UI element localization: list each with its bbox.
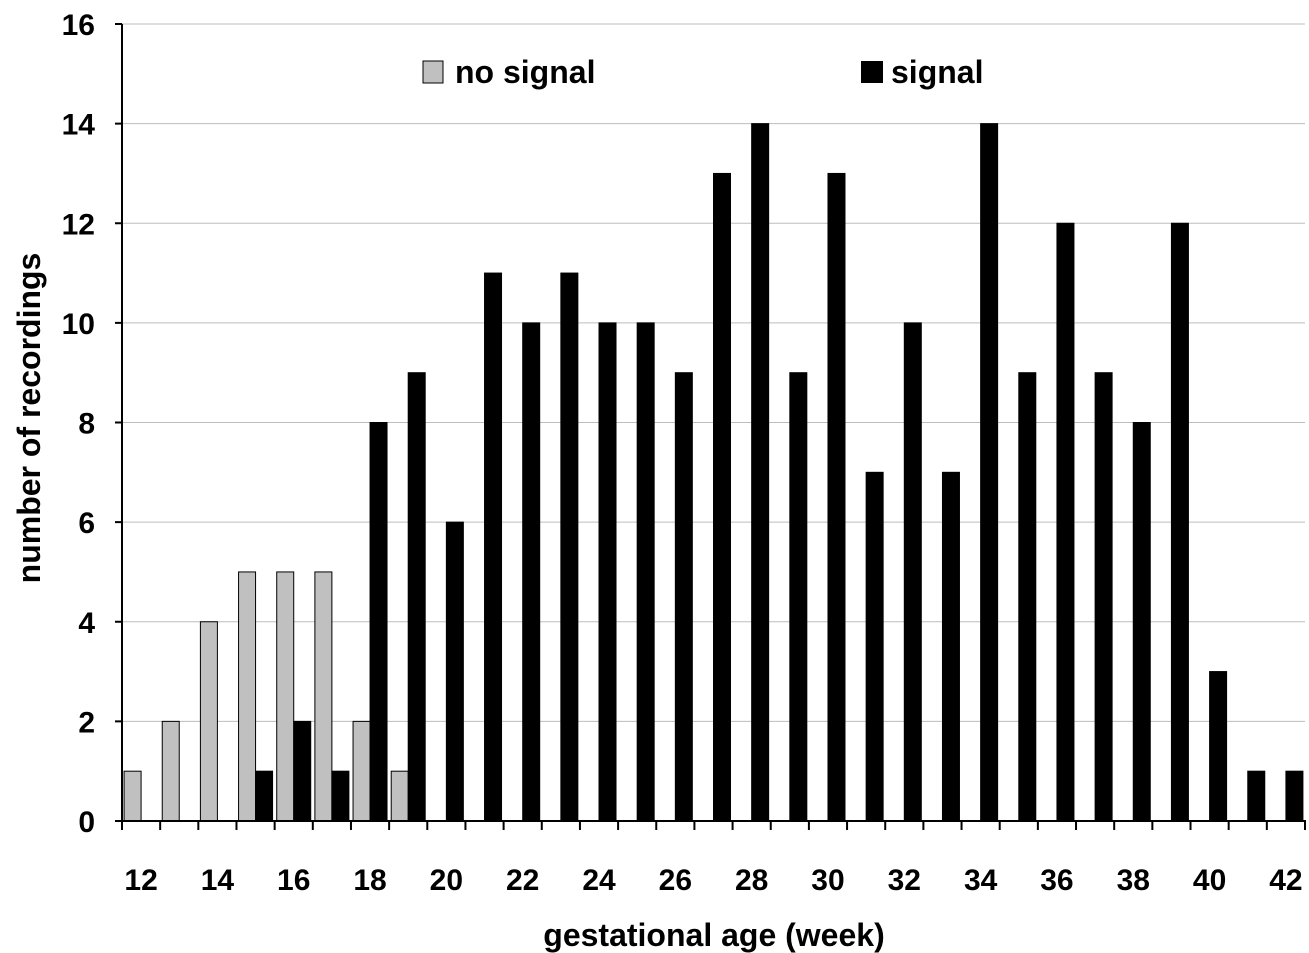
bar-signal bbox=[445, 521, 464, 822]
y-axis-title: number of recordings bbox=[11, 253, 47, 584]
bar-signal bbox=[1056, 222, 1075, 822]
bar-signal bbox=[1094, 372, 1113, 822]
y-tick-label: 0 bbox=[78, 806, 95, 839]
x-tick-label: 36 bbox=[1040, 864, 1073, 897]
x-tick-label: 28 bbox=[735, 864, 768, 897]
bar-signal bbox=[941, 471, 960, 822]
bar-no-signal bbox=[314, 571, 333, 822]
bar-signal bbox=[560, 272, 579, 822]
bar-signal bbox=[980, 123, 999, 822]
x-tick-label: 34 bbox=[964, 864, 998, 897]
x-tick-label: 40 bbox=[1193, 864, 1226, 897]
x-axis-title: gestational age (week) bbox=[543, 917, 884, 953]
bar-signal bbox=[1018, 372, 1037, 822]
bar-signal bbox=[713, 172, 731, 822]
bar-signal bbox=[789, 372, 808, 822]
y-tick-labels: 0 2 4 6 8 10 12 14 16 bbox=[62, 9, 96, 839]
y-tick-label: 16 bbox=[62, 9, 95, 42]
x-tick-label: 24 bbox=[582, 864, 616, 897]
x-tick-label: 26 bbox=[659, 864, 692, 897]
x-tick-label: 16 bbox=[277, 864, 310, 897]
bar-no-signal bbox=[390, 770, 409, 822]
bar-signal bbox=[1247, 770, 1266, 822]
bar-no-signal bbox=[123, 770, 142, 822]
y-tick-label: 4 bbox=[78, 607, 95, 640]
x-tick-label: 32 bbox=[888, 864, 921, 897]
x-tick-label: 30 bbox=[811, 864, 844, 897]
bar-signal bbox=[407, 372, 426, 822]
bar-no-signal bbox=[352, 720, 371, 822]
bar-no-signal bbox=[161, 720, 180, 822]
y-tick-label: 14 bbox=[62, 109, 96, 142]
bar-signal bbox=[1170, 222, 1189, 822]
x-tick-label: 42 bbox=[1269, 864, 1302, 897]
x-tick-label: 14 bbox=[201, 864, 235, 897]
x-tick-label: 12 bbox=[124, 864, 157, 897]
bar-signal bbox=[674, 372, 693, 822]
bar-signal bbox=[522, 322, 541, 822]
bar-signal bbox=[598, 322, 617, 822]
bar-signal bbox=[827, 172, 846, 822]
y-tick-label: 2 bbox=[78, 706, 95, 739]
bar-signal bbox=[484, 272, 503, 822]
x-tick-label: 38 bbox=[1117, 864, 1150, 897]
y-tick-label: 8 bbox=[78, 408, 95, 441]
bar-no-signal bbox=[199, 621, 218, 822]
y-tick-label: 10 bbox=[62, 308, 95, 341]
bar-signal bbox=[865, 471, 884, 822]
y-tick-label: 6 bbox=[78, 507, 95, 540]
x-tick-label: 20 bbox=[430, 864, 463, 897]
y-tick-label: 12 bbox=[62, 208, 95, 241]
bar-signal bbox=[255, 770, 274, 822]
bar-signal bbox=[1285, 770, 1304, 822]
bar-signal bbox=[1132, 422, 1151, 822]
bar-signal bbox=[331, 770, 350, 822]
x-tick-label: 22 bbox=[506, 864, 539, 897]
bar-no-signal bbox=[238, 571, 257, 822]
x-tick-labels: 12 14 16 18 20 22 24 26 28 30 32 34 36 38 40 42 bbox=[124, 864, 1302, 897]
bar-signal bbox=[293, 720, 312, 822]
bar-no-signal bbox=[276, 571, 295, 822]
axes bbox=[115, 23, 1306, 830]
bars bbox=[123, 123, 1304, 822]
legend-swatch-no-signal bbox=[422, 60, 444, 84]
bar-signal bbox=[369, 422, 388, 822]
bar-signal bbox=[751, 123, 770, 822]
x-tick-label: 18 bbox=[353, 864, 386, 897]
legend: no signal signal bbox=[422, 54, 983, 90]
legend-label-signal: signal bbox=[891, 54, 983, 90]
bar-signal bbox=[903, 322, 922, 822]
legend-swatch-signal bbox=[861, 61, 883, 83]
bar-signal bbox=[636, 322, 655, 822]
legend-label-no-signal: no signal bbox=[455, 54, 595, 90]
bar-signal bbox=[1209, 671, 1228, 822]
